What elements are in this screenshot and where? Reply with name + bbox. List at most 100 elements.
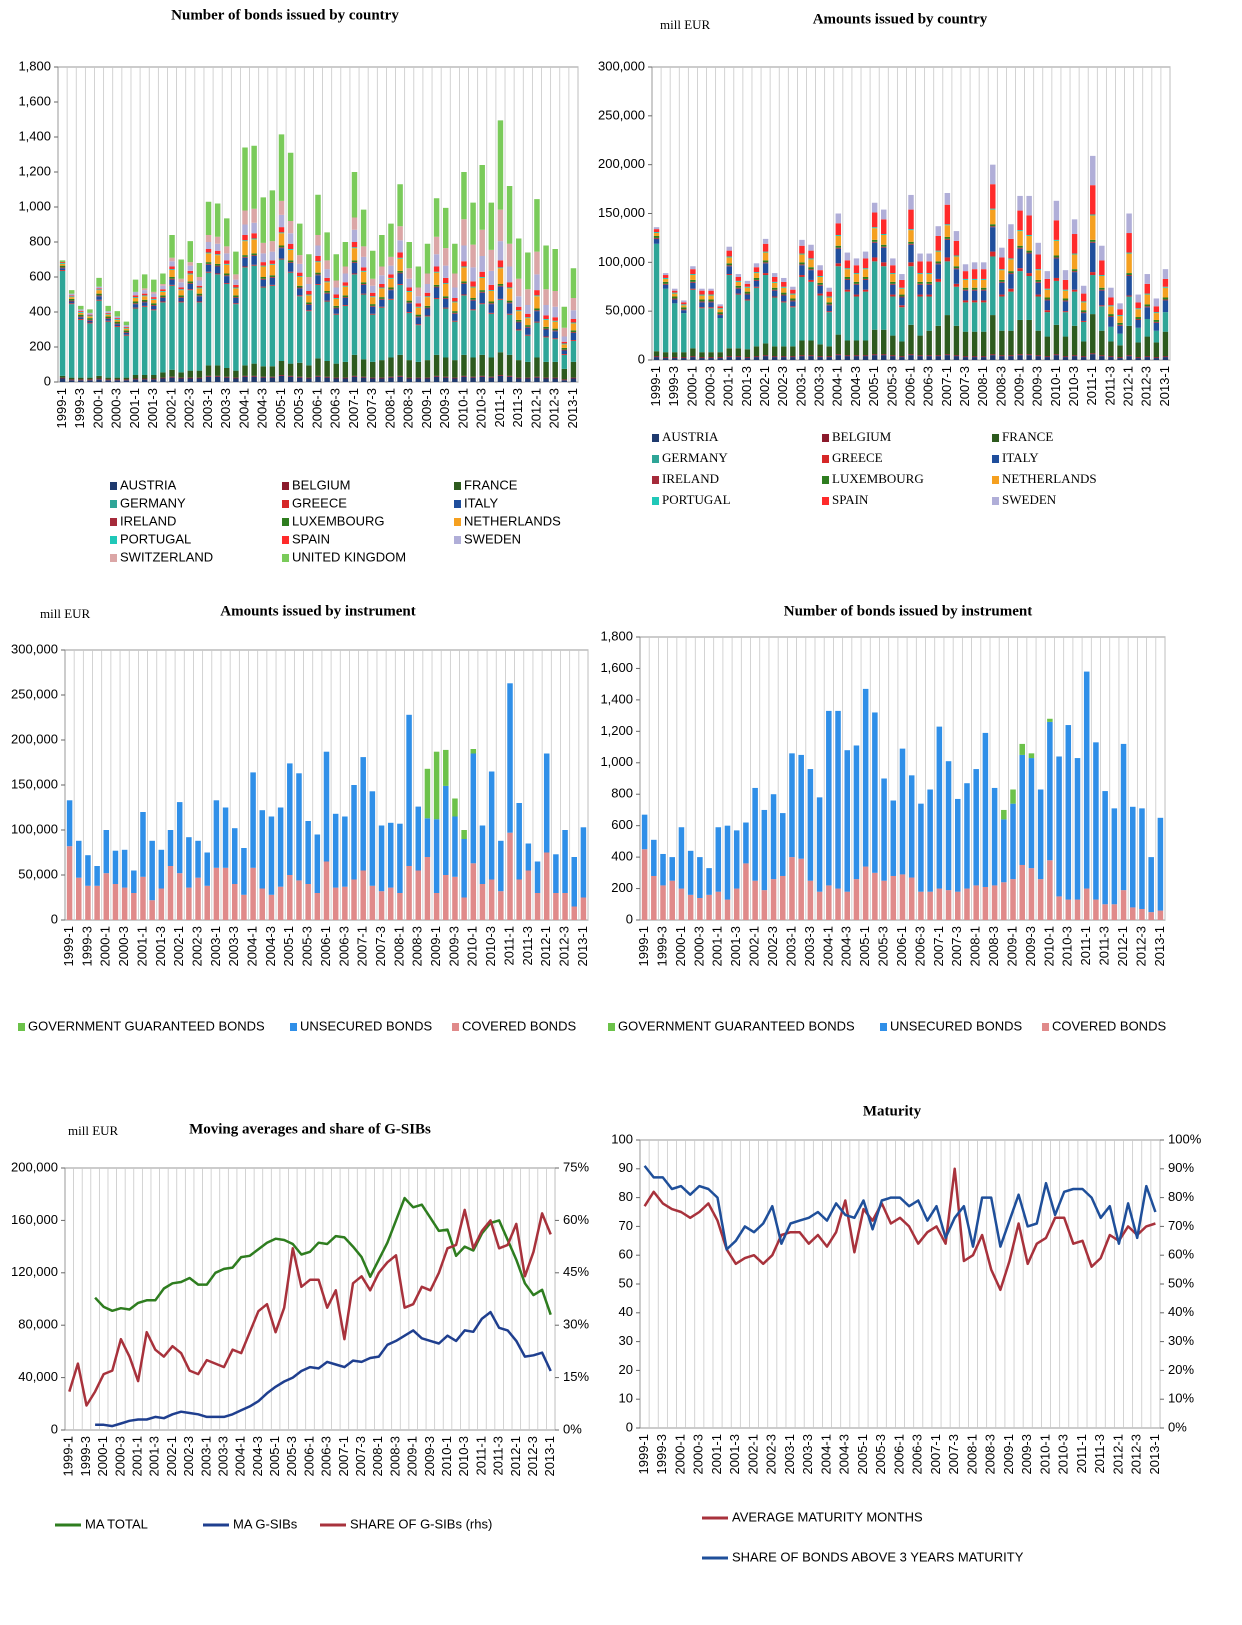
x-tick-label: 2008-1	[370, 1436, 385, 1476]
bar-segment	[78, 380, 84, 382]
bar-segment	[360, 282, 367, 284]
bar-segment	[835, 248, 842, 264]
bar-segment	[1135, 357, 1141, 359]
bar-segment	[488, 377, 495, 382]
bar-segment	[342, 266, 349, 274]
bar-segment	[433, 375, 440, 377]
bar-segment	[862, 258, 869, 269]
x-tick-label: 2003-3	[802, 926, 817, 966]
bar-segment	[370, 285, 376, 293]
bar-segment	[151, 379, 157, 382]
bar-segment	[871, 242, 878, 258]
bar-segment	[1117, 322, 1123, 325]
x-tick-label: 2010-1	[1037, 1434, 1052, 1474]
y2-tick-label: 80%	[1168, 1189, 1194, 1204]
bar-segment	[662, 357, 669, 359]
bar-segment	[470, 753, 477, 864]
x-tick-label: 2005-3	[873, 1434, 888, 1474]
bar-segment	[908, 244, 914, 263]
bar-segment	[816, 891, 823, 920]
bar-segment	[826, 304, 832, 306]
bar-segment	[817, 285, 823, 294]
bar-segment	[899, 294, 905, 297]
x-tick-label: 2006-1	[891, 1434, 906, 1474]
bar-segment	[790, 298, 796, 301]
x-tick-label: 2012-3	[547, 388, 562, 428]
bar-segment	[333, 254, 339, 281]
bar-segment	[552, 361, 558, 378]
bar-segment	[251, 375, 257, 377]
bar-segment	[1062, 336, 1069, 357]
bar-segment	[251, 376, 257, 382]
bar-segment	[1026, 273, 1032, 277]
x-tick-label: 2007-1	[355, 926, 370, 966]
x-tick-label: 2006-3	[336, 926, 351, 966]
bar-segment	[1157, 910, 1164, 920]
bar-segment	[999, 270, 1005, 280]
bar-segment	[1080, 301, 1087, 303]
bar-segment	[169, 284, 175, 286]
bar-segment	[442, 298, 449, 299]
bar-segment	[178, 297, 184, 298]
bar-segment	[297, 223, 303, 256]
bar-segment	[971, 279, 978, 288]
bar-segment	[315, 284, 321, 285]
bar-segment	[570, 322, 577, 324]
bar-segment	[433, 284, 440, 287]
x-tick-label: 2001-3	[145, 388, 160, 428]
bar-segment	[671, 290, 678, 293]
bar-segment	[789, 753, 795, 858]
bar-segment	[1153, 312, 1160, 314]
bar-segment	[114, 326, 121, 378]
line-series	[95, 1310, 552, 1428]
bar-segment	[881, 329, 887, 355]
bar-segment	[187, 265, 194, 271]
bar-segment	[980, 302, 987, 332]
bar-segment	[726, 274, 732, 276]
x-tick-label: 2011-1	[501, 926, 516, 966]
x-tick-label: 2001-3	[728, 926, 743, 966]
bar-segment	[105, 319, 111, 321]
y-tick-label: 250,000	[11, 686, 58, 701]
bar-segment	[1008, 259, 1014, 272]
bar-segment	[96, 300, 102, 376]
bar-segment	[424, 308, 431, 316]
bar-segment	[945, 890, 952, 920]
bar-segment	[415, 266, 422, 288]
bar-segment	[470, 298, 476, 300]
bar-segment	[123, 321, 130, 326]
bar-segment	[1062, 290, 1069, 299]
x-tick-label: 2007-3	[373, 926, 388, 966]
bar-segment	[826, 297, 832, 303]
bar-segment	[287, 263, 294, 272]
bar-segment	[443, 749, 449, 786]
bar-segment	[726, 265, 732, 267]
bar-segment	[515, 238, 522, 279]
bar-segment	[744, 283, 751, 287]
bar-segment	[68, 303, 75, 305]
bar-segment	[433, 819, 440, 893]
bar-segment	[808, 356, 814, 360]
bar-segment	[826, 287, 832, 292]
bar-segment	[324, 361, 330, 377]
x-tick-label: 2001-1	[134, 926, 149, 966]
bar-segment	[205, 249, 212, 253]
x-tick-label: 2000-1	[672, 1434, 687, 1474]
bar-segment	[881, 219, 887, 235]
bar-segment	[96, 379, 102, 382]
bar-segment	[87, 319, 93, 321]
x-tick-label: 2000-1	[90, 388, 105, 428]
bar-segment	[1008, 330, 1014, 356]
x-tick-label: 2009-3	[437, 388, 452, 428]
bar-segment	[1080, 356, 1087, 358]
bar-segment	[835, 234, 842, 236]
bar-segment	[1162, 300, 1169, 313]
bar-segment	[726, 275, 732, 349]
bar-segment	[123, 334, 130, 336]
bar-segment	[297, 287, 303, 289]
x-tick-label: 2004-1	[818, 1434, 833, 1474]
bar-segment	[1130, 907, 1136, 920]
bar-segment	[497, 375, 504, 376]
bar-segment	[141, 299, 148, 302]
bar-segment	[424, 307, 431, 309]
